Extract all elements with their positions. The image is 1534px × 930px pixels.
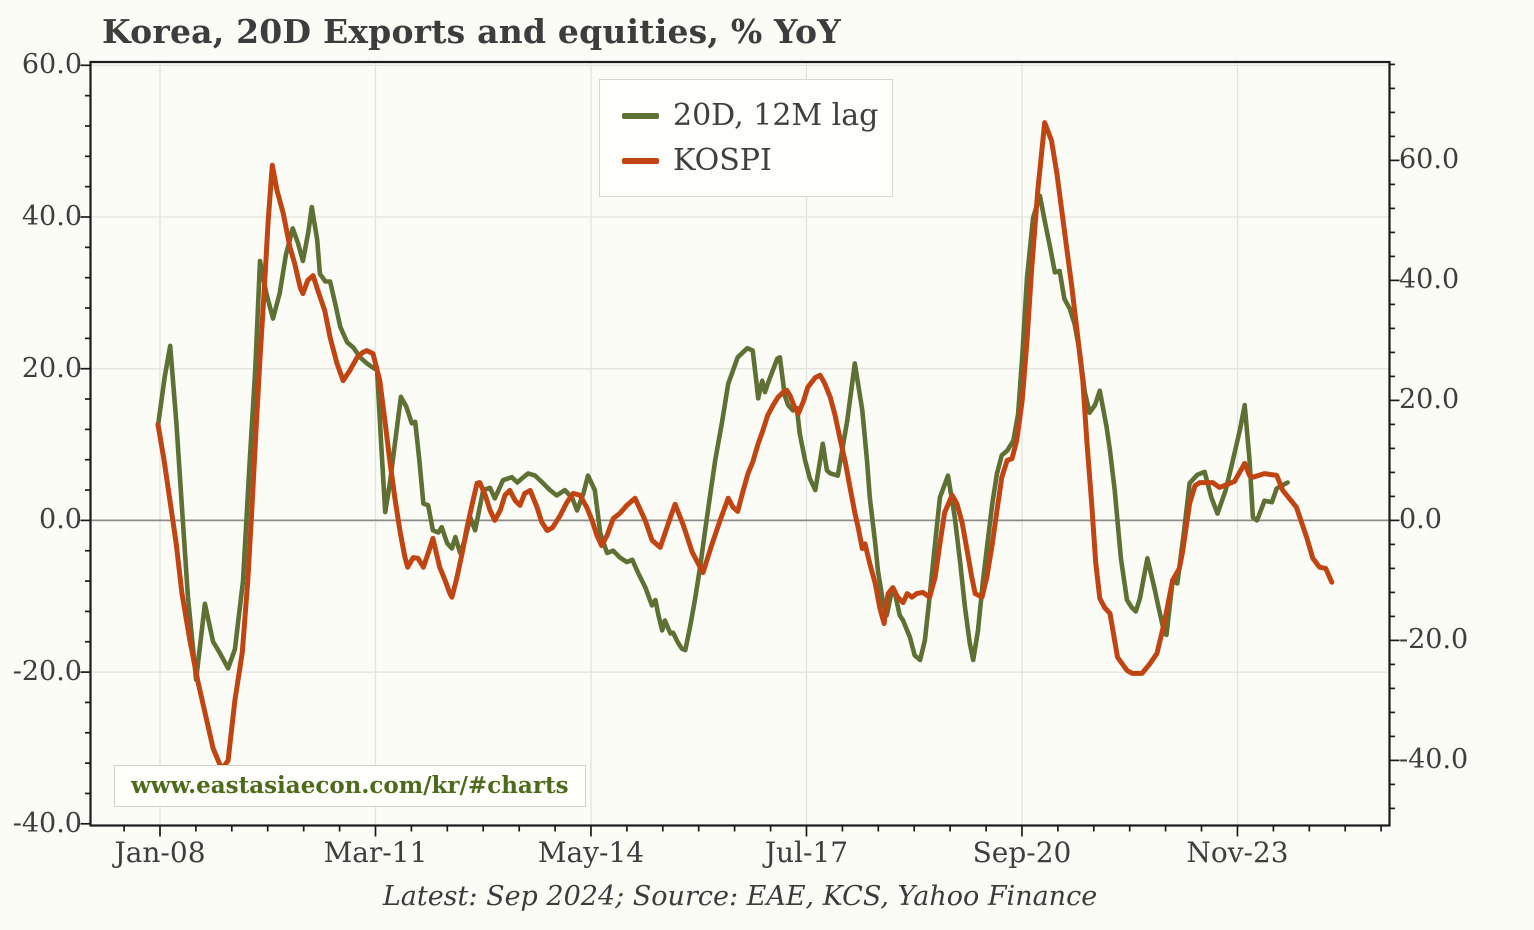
y-axis-left-tick-label: 20.0 (21, 352, 82, 384)
x-axis-tick-label: May-14 (537, 836, 645, 869)
y-axis-left-tick-label: 0.0 (39, 504, 82, 536)
legend-label-kospi: KOSPI (673, 143, 772, 178)
y-axis-right-tick-label: 40.0 (1399, 264, 1460, 296)
legend-item-kospi: KOSPI (622, 143, 892, 178)
legend-label-exports: 20D, 12M lag (673, 98, 879, 133)
y-axis-left-tick-label: -40.0 (12, 807, 82, 839)
exports-series-line (155, 193, 1290, 683)
y-axis-right-tick-label: -20.0 (1399, 624, 1469, 656)
y-axis-right-tick-label: 60.0 (1399, 144, 1460, 176)
x-axis-tick-label: Nov-23 (1186, 836, 1289, 869)
y-axis-left-tick-label: 60.0 (21, 49, 82, 81)
x-axis-tick-label: Jan-08 (114, 836, 206, 869)
legend-item-exports: 20D, 12M lag (622, 98, 892, 133)
page-title: Korea, 20D Exports and equities, % YoY (102, 12, 841, 51)
legend: 20D, 12M lag KOSPI (599, 79, 893, 197)
plot-frame (89, 60, 1391, 827)
y-axis-right-tick-label: 20.0 (1399, 384, 1460, 416)
x-axis-tick-label: Sep-20 (972, 836, 1072, 869)
y-axis-right-tick-label: 0.0 (1399, 504, 1442, 536)
y-axis-left-tick-label: 40.0 (21, 201, 82, 232)
kospi-series-line (155, 120, 1335, 772)
kospi-line-swatch (622, 157, 659, 164)
y-axis-right-tick-label: -40.0 (1399, 744, 1469, 776)
y-axis-left-tick-label: -20.0 (12, 656, 82, 688)
exports-line-swatch (622, 112, 659, 119)
x-axis-tick-label: Mar-11 (323, 836, 428, 869)
source-note: Latest: Sep 2024; Source: EAE, KCS, Yaho… (382, 881, 1098, 912)
x-axis-tick-label: Jul-17 (764, 836, 849, 869)
watermark-link[interactable]: www.eastasiaecon.com/kr/#charts (114, 765, 586, 807)
